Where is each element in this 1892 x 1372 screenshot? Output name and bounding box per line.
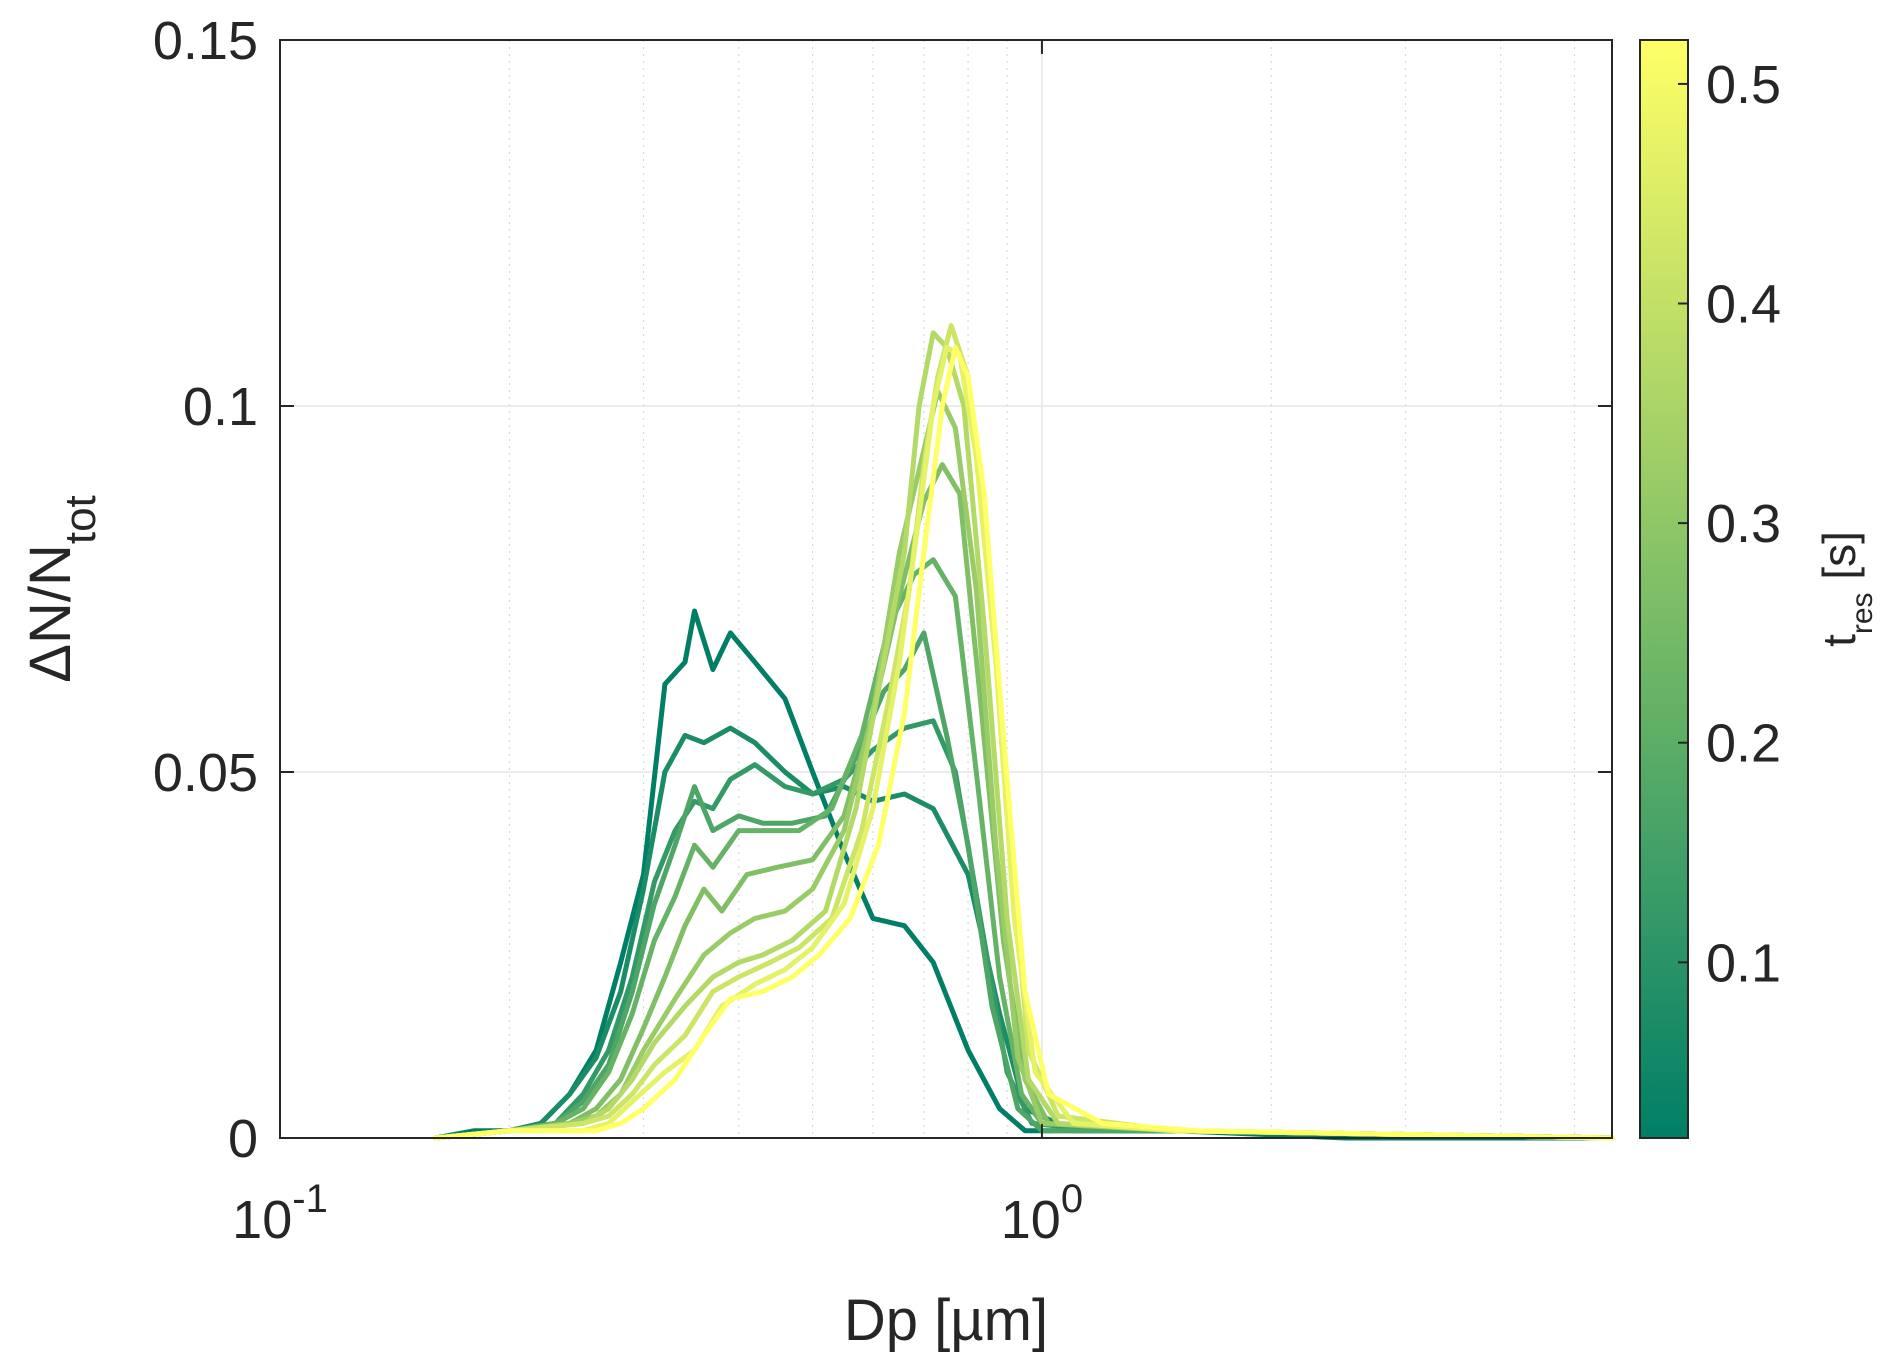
y-tick-label: 0.1 [183,377,258,437]
y-tick-label: 0 [228,1109,258,1169]
x-axis-label: Dp [µm] [844,1288,1048,1353]
colorbar-tick-label: 0.3 [1706,494,1781,554]
colorbar-tick-label: 0.4 [1706,275,1781,335]
x-tick-label-exponent: 0 [1061,1177,1083,1221]
x-tick-label: 100 [1001,1177,1083,1250]
y-axis-ticks: 0 0.05 0.1 0.15 [153,11,1612,1169]
series-line-5 [433,557,1615,1141]
colorbar-tick-label: 0.2 [1706,714,1781,774]
colorbar-label-suffix: [s] [1813,531,1865,592]
y-tick-label: 0.15 [153,11,258,71]
y-axis-label-main: ΔN/N [18,544,83,683]
series-line-4 [433,630,1615,1141]
colorbar-label: tres [s] [1813,531,1879,647]
series-line-2 [433,725,1615,1141]
series-line-8 [433,330,1615,1141]
x-tick-label-exponent: -1 [292,1177,328,1221]
colorbar-label-sub: res [1846,592,1879,634]
colorbar-tick-label: 0.5 [1706,55,1781,115]
axes-box [279,39,1613,1139]
colorbar-label-main: t [1813,634,1865,647]
colorbar-tick-label: 0.1 [1706,933,1781,993]
series-line-11 [433,344,1615,1141]
y-axis-label: ΔN/Ntot [18,495,105,683]
series-line-10 [433,344,1615,1141]
x-axis-ticks: 10-1 100 [232,40,1083,1250]
x-tick-label: 10-1 [232,1177,328,1250]
y-tick-label: 0.05 [153,743,258,803]
y-axis-label-sub: tot [56,495,105,544]
series-lines [433,323,1615,1141]
colorbar-ticks: 0.1 0.2 0.3 0.4 0.5 [1678,55,1781,993]
grid [280,40,1612,1138]
x-tick-label-base: 10 [232,1190,292,1250]
x-tick-label-base: 10 [1001,1190,1061,1250]
colorbar [1639,39,1689,1139]
